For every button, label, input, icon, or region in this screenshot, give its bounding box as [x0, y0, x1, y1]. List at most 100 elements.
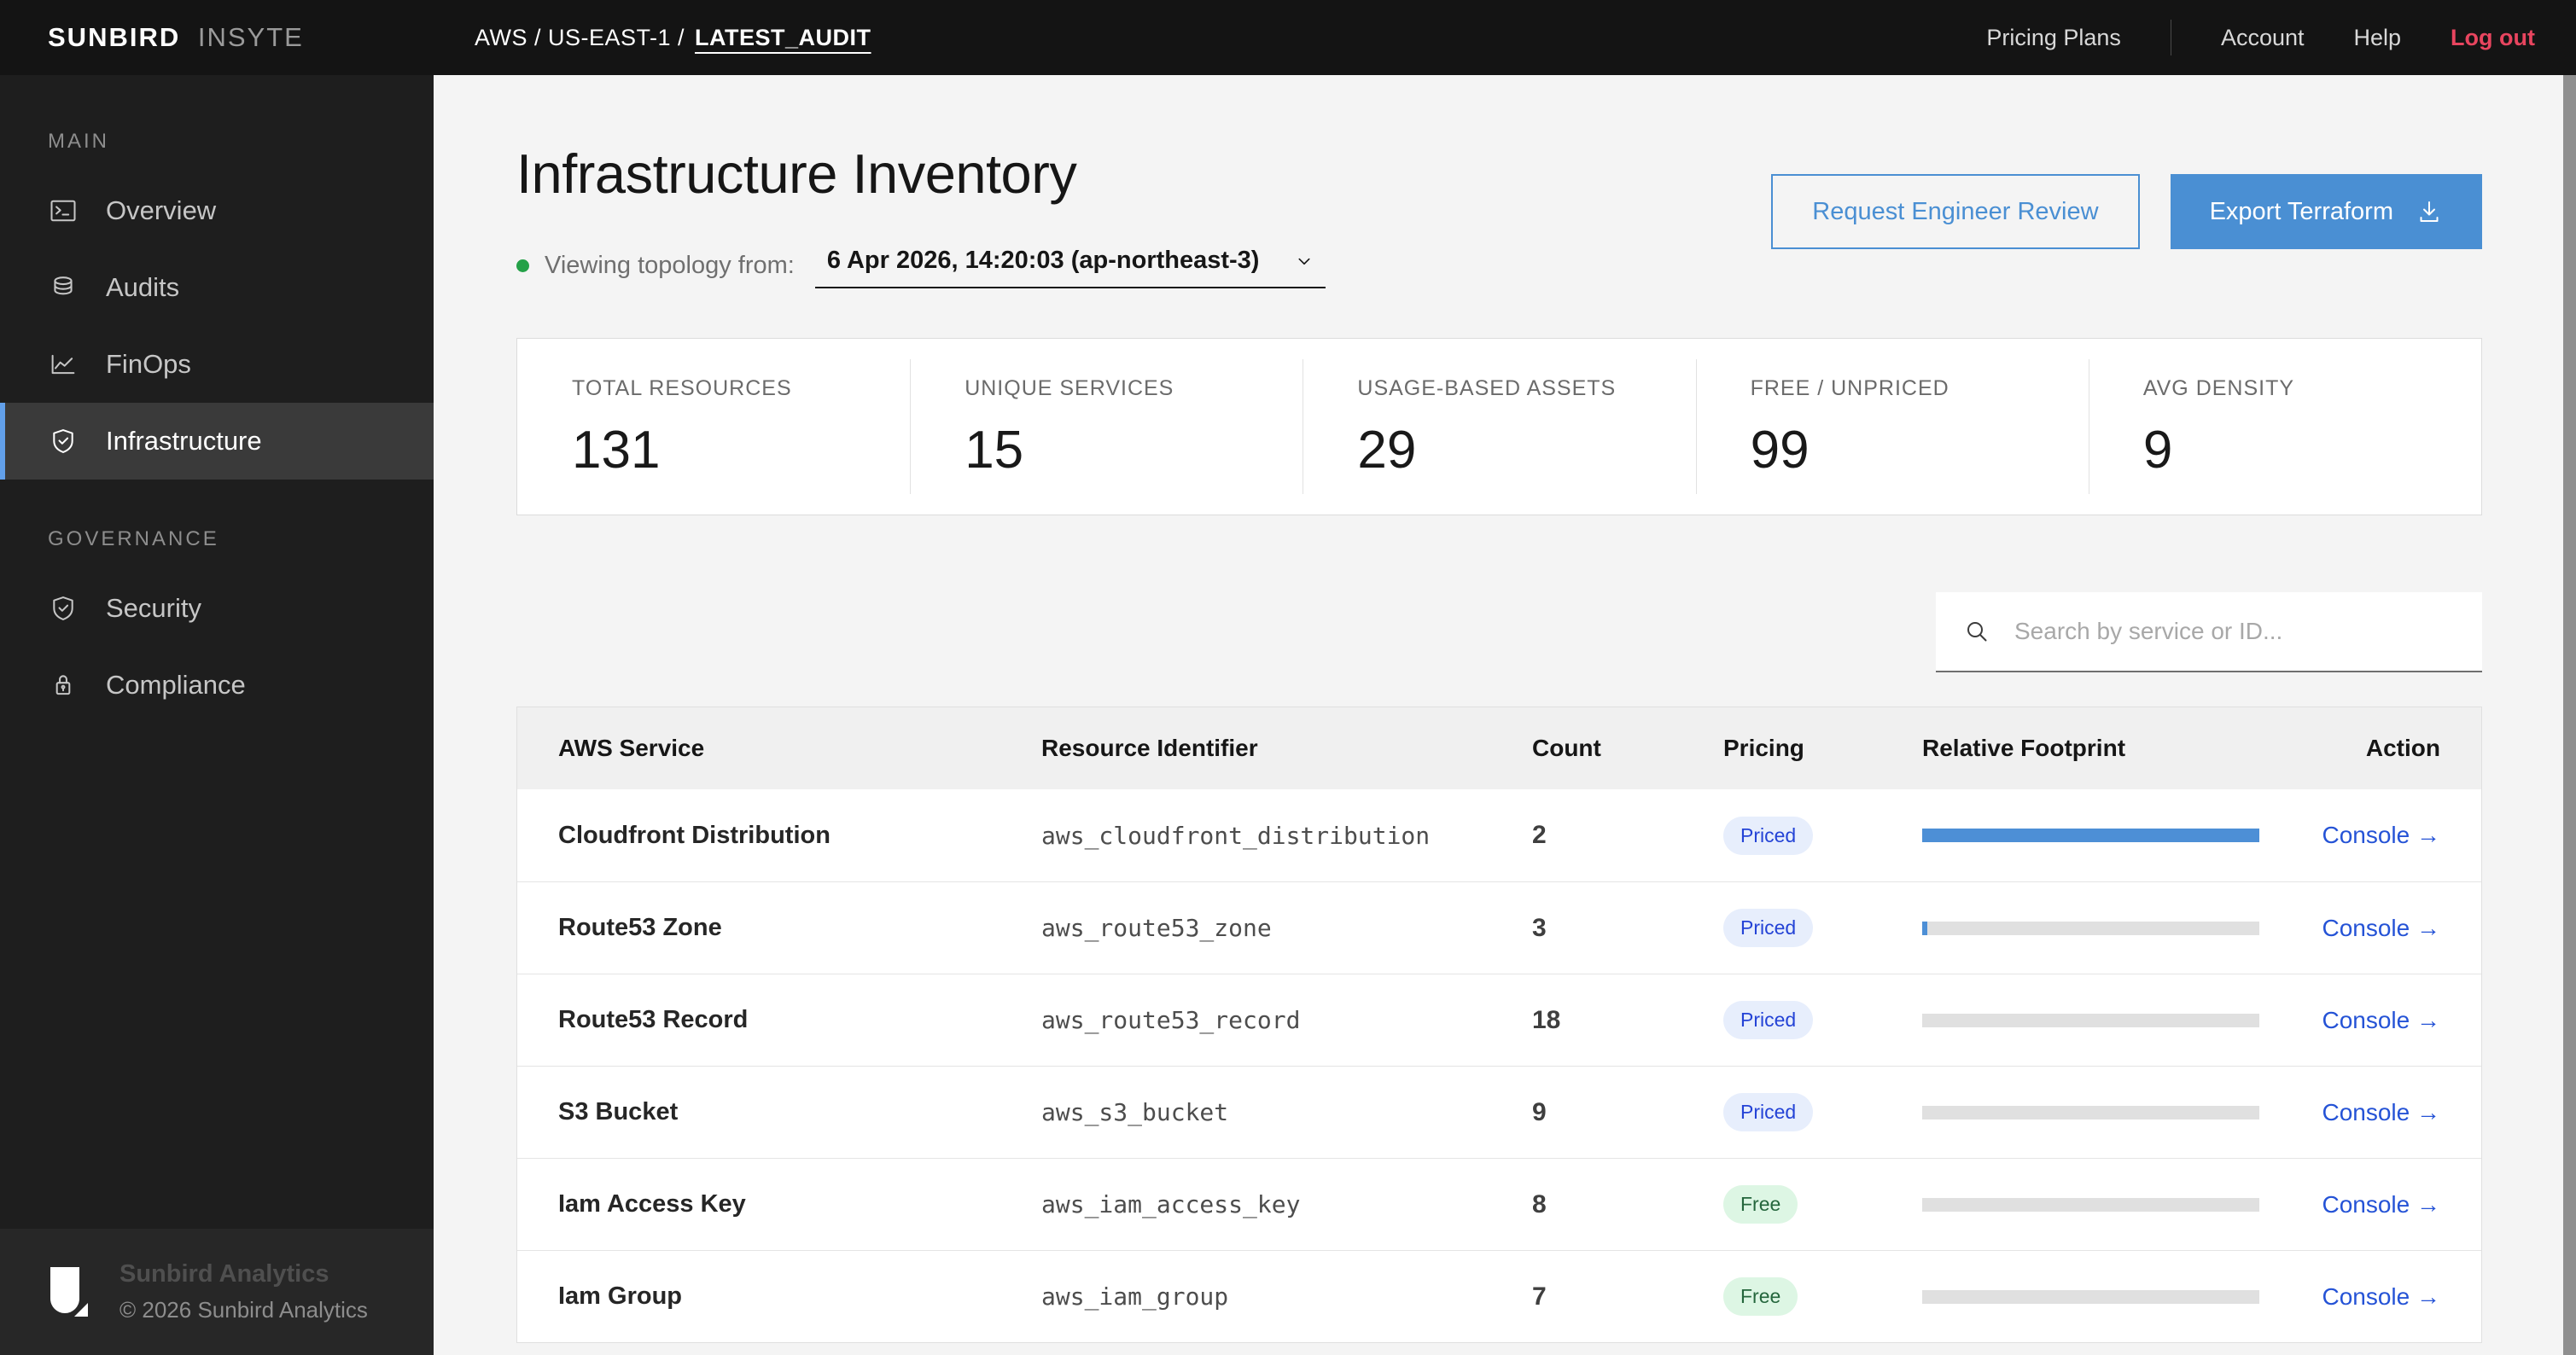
console-link[interactable]: Console →: [2322, 1282, 2440, 1310]
help-link[interactable]: Help: [2353, 24, 2402, 50]
app-logo: SUNBIRD INSYTE: [0, 22, 434, 53]
sidebar-item-label: Infrastructure: [106, 426, 262, 456]
search-input[interactable]: [2014, 618, 2465, 645]
lock-icon: [48, 670, 79, 701]
stat-usage-based-assets: USAGE-BASED ASSETS 29: [1303, 339, 1695, 515]
topology-value: 6 Apr 2026, 14:20:03 (ap-northeast-3): [826, 247, 1260, 274]
topology-label: Viewing topology from:: [545, 252, 795, 279]
footprint-bar: [1922, 921, 2259, 935]
search-box[interactable]: [1936, 592, 2482, 672]
sidebar-item-overview[interactable]: Overview: [0, 172, 434, 249]
resource-identifier: aws_iam_group: [1041, 1282, 1229, 1311]
page-header: Infrastructure Inventory Viewing topolog…: [516, 130, 2482, 288]
search-icon: [1963, 618, 1990, 645]
sidebar-item-label: Audits: [106, 272, 180, 302]
resource-identifier: aws_route53_zone: [1041, 914, 1272, 942]
account-link[interactable]: Account: [2220, 24, 2305, 50]
sidebar-item-finops[interactable]: FinOps: [0, 326, 434, 403]
footprint-bar-fill: [1922, 921, 1927, 935]
table-row: Iam Group aws_iam_group 7 Free Console →: [517, 1250, 2481, 1342]
page-title: Infrastructure Inventory: [516, 142, 1077, 205]
table-row: Iam Access Key aws_iam_access_key 8 Free…: [517, 1158, 2481, 1250]
pricing-badge: Free: [1723, 1185, 1798, 1224]
resources-table: AWS Service Resource Identifier Count Pr…: [516, 707, 2482, 1343]
resource-identifier: aws_route53_record: [1041, 1006, 1301, 1034]
header-actions: Request Engineer Review Export Terraform: [1771, 174, 2482, 249]
console-link[interactable]: Console →: [2322, 1190, 2440, 1218]
resource-count: 18: [1532, 1005, 1561, 1034]
sidebar-section-main: MAIN: [48, 130, 109, 153]
logo-secondary: INSYTE: [197, 22, 304, 52]
breadcrumb-current[interactable]: LATEST_AUDIT: [695, 24, 871, 50]
resource-count: 7: [1532, 1282, 1547, 1311]
pricing-plans-link[interactable]: Pricing Plans: [1986, 24, 2121, 50]
sidebar-footer: Sunbird Analytics © 2026 Sunbird Analyti…: [0, 1229, 434, 1355]
pricing-badge: Priced: [1723, 1001, 1814, 1039]
stat-label: USAGE-BASED ASSETS: [1357, 376, 1617, 400]
col-count: Count: [1532, 735, 1601, 761]
stat-value: 29: [1357, 421, 1417, 480]
resource-identifier: aws_cloudfront_distribution: [1041, 821, 1431, 850]
sidebar-item-compliance[interactable]: Compliance: [0, 647, 434, 724]
top-navigation: Pricing Plans Account Help Log out: [1986, 20, 2576, 55]
stat-value: 99: [1750, 421, 1810, 480]
stat-value: 131: [572, 421, 661, 480]
console-link[interactable]: Console →: [2322, 914, 2440, 941]
col-aws-service: AWS Service: [558, 735, 705, 761]
service-name: S3 Bucket: [558, 1098, 679, 1125]
terminal-icon: [48, 195, 79, 226]
console-link[interactable]: Console →: [2322, 1006, 2440, 1033]
console-link[interactable]: Console →: [2322, 822, 2440, 848]
resource-count: 8: [1532, 1189, 1547, 1218]
stat-total-resources: TOTAL RESOURCES 131: [517, 339, 910, 515]
col-action: Action: [2365, 735, 2440, 761]
export-terraform-button[interactable]: Export Terraform: [2170, 174, 2482, 249]
col-resource-identifier: Resource Identifier: [1041, 735, 1258, 761]
topbar: SUNBIRD INSYTE AWS / US-EAST-1 / LATEST_…: [0, 0, 2576, 75]
table-row: S3 Bucket aws_s3_bucket 9 Priced Console…: [517, 1066, 2481, 1158]
footprint-bar: [1922, 1105, 2259, 1119]
sidebar-item-security[interactable]: Security: [0, 570, 434, 647]
database-icon: [48, 272, 79, 303]
logout-link[interactable]: Log out: [2451, 24, 2535, 50]
stat-value: 15: [965, 421, 1024, 480]
table-row: Route53 Record aws_route53_record 18 Pri…: [517, 974, 2481, 1066]
console-link[interactable]: Console →: [2322, 1098, 2440, 1125]
download-icon: [2416, 198, 2443, 225]
resource-identifier: aws_s3_bucket: [1041, 1098, 1229, 1126]
stat-free-unpriced: FREE / UNPRICED 99: [1695, 339, 2089, 515]
breadcrumb: AWS / US-EAST-1 / LATEST_AUDIT: [475, 25, 871, 51]
footprint-bar: [1922, 829, 2259, 842]
footprint-bar: [1922, 1013, 2259, 1027]
footprint-bar: [1922, 1289, 2259, 1304]
col-relative-footprint: Relative Footprint: [1922, 735, 2126, 761]
chevron-down-icon: [1293, 250, 1315, 272]
shield-check-icon: [48, 593, 79, 624]
stat-label: UNIQUE SERVICES: [965, 376, 1174, 400]
col-pricing: Pricing: [1723, 735, 1804, 761]
sidebar: MAIN Overview Audits FinOps Infrastructu…: [0, 75, 434, 1355]
sidebar-item-label: Security: [106, 593, 201, 623]
status-dot: [516, 259, 529, 272]
footer-company-name: Sunbird Analytics: [119, 1260, 329, 1288]
service-name: Iam Access Key: [558, 1190, 746, 1218]
company-logo-mark: [50, 1267, 89, 1317]
stat-avg-density: AVG DENSITY 9: [2088, 339, 2481, 515]
sidebar-section-governance: GOVERNANCE: [48, 527, 219, 550]
main-content: Infrastructure Inventory Viewing topolog…: [434, 75, 2576, 1355]
page-scrollbar[interactable]: [2563, 75, 2576, 1355]
service-name: Iam Group: [558, 1282, 683, 1310]
footprint-bar-fill: [1922, 829, 2259, 842]
topology-dropdown[interactable]: 6 Apr 2026, 14:20:03 (ap-northeast-3): [814, 243, 1326, 288]
request-review-button[interactable]: Request Engineer Review: [1771, 174, 2140, 249]
table-body: Cloudfront Distribution aws_cloudfront_d…: [517, 789, 2481, 1342]
pricing-badge: Free: [1723, 1277, 1798, 1316]
sidebar-item-audits[interactable]: Audits: [0, 249, 434, 326]
sidebar-item-infrastructure[interactable]: Infrastructure: [0, 403, 434, 480]
stats-card: TOTAL RESOURCES 131 UNIQUE SERVICES 15 U…: [516, 338, 2482, 515]
resource-count: 9: [1532, 1097, 1547, 1126]
pricing-badge: Priced: [1723, 1093, 1814, 1131]
service-name: Route53 Zone: [558, 914, 722, 941]
stat-unique-services: UNIQUE SERVICES 15: [910, 339, 1303, 515]
resource-identifier: aws_iam_access_key: [1041, 1190, 1301, 1218]
